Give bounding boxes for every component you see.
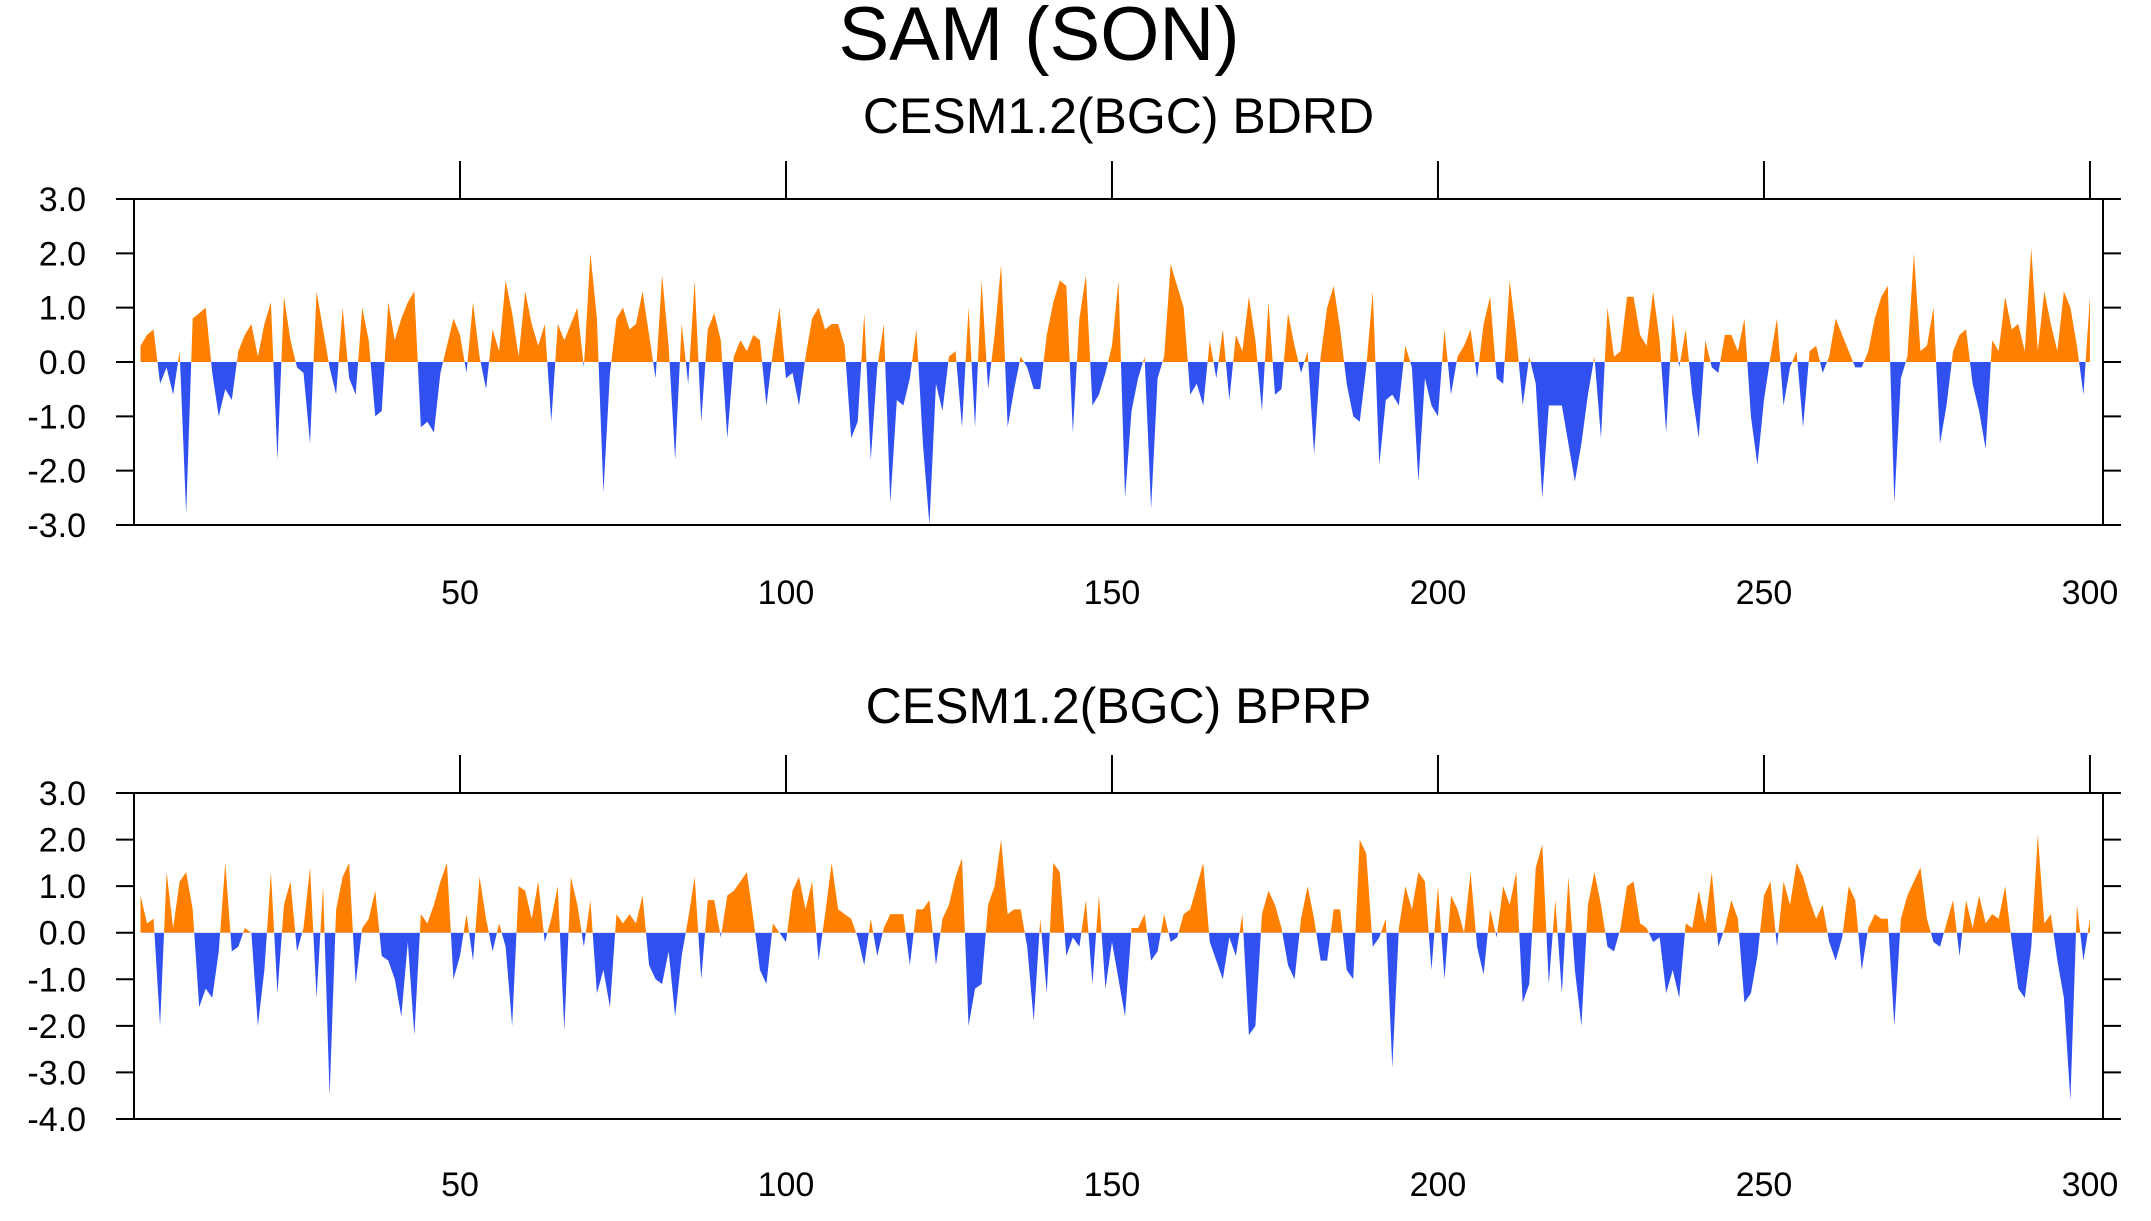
y-tick-label: 1.0: [39, 868, 86, 906]
y-tick-label: -2.0: [27, 453, 86, 491]
area-positive: [140, 834, 2090, 933]
y-tick-label: -1.0: [27, 398, 86, 436]
area-negative: [140, 362, 2090, 525]
x-tick-label: 250: [1736, 1166, 1793, 1204]
plot-frame: [133, 792, 2104, 1120]
area-negative: [154, 932, 2088, 1101]
x-tick-label: 200: [1410, 1166, 1467, 1204]
x-tick-label: 250: [1736, 574, 1793, 612]
y-tick-label: -3.0: [27, 1054, 86, 1092]
figure-title: SAM (SON): [838, 0, 1239, 77]
x-tick-label: 200: [1410, 574, 1467, 612]
y-tick-label: -1.0: [27, 961, 86, 999]
y-tick-label: 0.0: [39, 344, 86, 382]
x-tick-label: 300: [2062, 1166, 2119, 1204]
subplot-title: CESM1.2(BGC) BPRP: [866, 678, 1372, 734]
x-tick-label: 50: [441, 574, 479, 612]
area-positive: [140, 247, 2090, 362]
x-tick-label: 100: [758, 574, 815, 612]
y-tick-label: 3.0: [39, 181, 86, 219]
y-tick-label: -4.0: [27, 1101, 86, 1139]
x-tick-label: 50: [441, 1166, 479, 1204]
y-tick-label: 1.0: [39, 290, 86, 328]
y-tick-label: 2.0: [39, 822, 86, 860]
x-tick-label: 150: [1084, 1166, 1141, 1204]
y-tick-label: 3.0: [39, 775, 86, 813]
y-tick-label: -2.0: [27, 1008, 86, 1046]
subplot-title: CESM1.2(BGC) BDRD: [863, 88, 1374, 144]
y-tick-label: -3.0: [27, 507, 86, 545]
y-tick-label: 2.0: [39, 235, 86, 273]
x-tick-label: 150: [1084, 574, 1141, 612]
x-tick-label: 100: [758, 1166, 815, 1204]
x-tick-label: 300: [2062, 574, 2119, 612]
y-tick-label: 0.0: [39, 915, 86, 953]
